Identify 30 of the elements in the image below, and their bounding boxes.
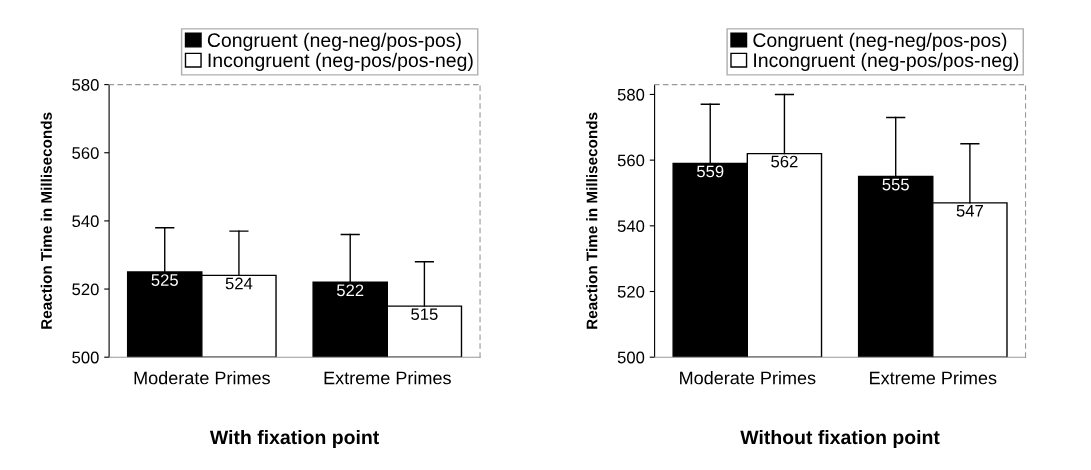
legend-label: Incongruent (neg-pos/pos-neg) (754, 52, 1019, 71)
data-label: 559 (697, 165, 724, 178)
legend-label: Incongruent (neg-pos/pos-neg) (208, 52, 473, 71)
y-axis-title: Reaction Time in Milliseconds (586, 112, 598, 329)
data-label: 555 (882, 178, 909, 191)
text: Without fixation point (740, 429, 940, 449)
data-label: 562 (771, 155, 798, 168)
data-label: 525 (151, 274, 178, 286)
y-tick-label: 520 (617, 285, 645, 298)
y-axis-title: Reaction Time in Milliseconds (40, 112, 52, 329)
y-tick-label: 500 (72, 351, 99, 364)
data-label: 522 (336, 284, 364, 297)
y-tick-label: 540 (72, 215, 99, 228)
y-tick-label: 540 (617, 220, 645, 233)
legend-label: Congruent (neg-neg/pos-pos) (753, 32, 1007, 51)
data-label: 524 (225, 277, 253, 290)
legend-label: Congruent (neg-neg/pos-pos) (207, 32, 461, 51)
text: With fixation point (209, 429, 380, 449)
data-label: 547 (956, 205, 983, 217)
x-tick-label: Extreme Primes (870, 371, 997, 385)
x-tick-label: Moderate Primes (680, 371, 816, 385)
x-tick-label: Extreme Primes (324, 371, 451, 385)
y-tick-label: 500 (617, 351, 645, 364)
y-tick-label: 580 (72, 79, 99, 91)
y-tick-label: 560 (617, 154, 645, 167)
y-tick-label: 520 (72, 283, 99, 296)
x-tick-label: Moderate Primes (134, 371, 270, 385)
data-label: 515 (411, 308, 438, 321)
y-tick-label: 580 (617, 88, 645, 101)
y-tick-label: 560 (72, 147, 99, 159)
